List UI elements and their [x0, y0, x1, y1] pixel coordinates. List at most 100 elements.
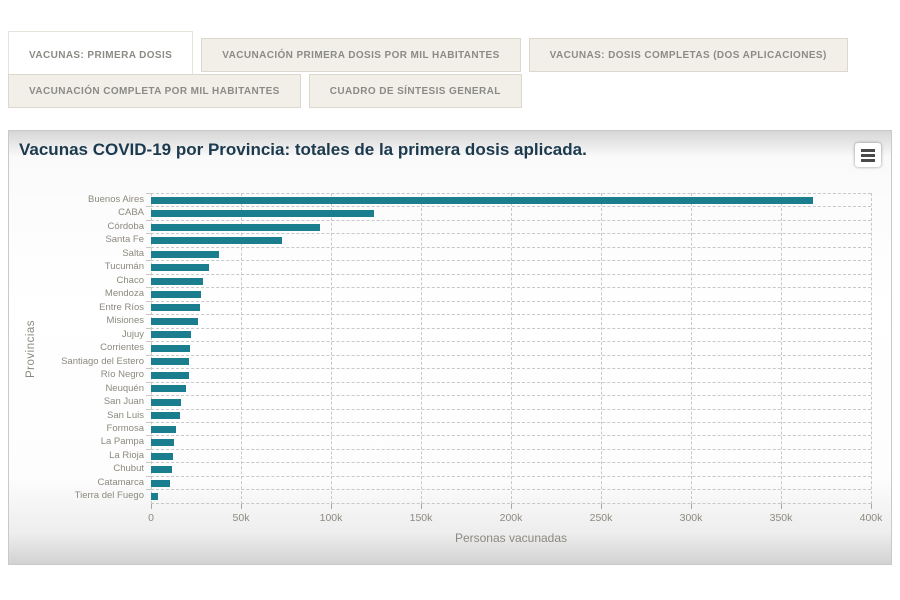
y-axis-label: Tucumán [104, 261, 144, 273]
bar[interactable] [151, 264, 209, 272]
bar[interactable] [151, 479, 170, 487]
x-axis-tick [241, 504, 242, 509]
bar[interactable] [151, 493, 159, 501]
bar[interactable] [151, 210, 375, 218]
x-axis-tick-label: 0 [148, 512, 154, 524]
y-axis-tick [146, 287, 151, 289]
x-axis-tick [331, 504, 332, 509]
bar-row [146, 260, 871, 273]
y-axis-label: Buenos Aires [88, 194, 144, 205]
bar-row [146, 219, 871, 233]
y-axis-label: San Juan [103, 396, 144, 408]
bar-row [146, 408, 871, 422]
bar-row [146, 233, 871, 246]
y-axis-tick [146, 395, 151, 397]
y-axis-tick [146, 475, 151, 477]
y-axis-tick [146, 381, 151, 383]
y-axis-tick [146, 408, 151, 410]
y-axis-label: Chaco [116, 274, 144, 286]
y-axis-label: La Rioja [109, 449, 144, 461]
tab-cuadro-sintesis-general[interactable]: CUADRO DE SÍNTESIS GENERAL [308, 74, 522, 108]
x-gridline [781, 193, 782, 504]
x-axis-tick [601, 504, 602, 509]
y-axis-label: Formosa [106, 422, 144, 434]
bar[interactable] [151, 358, 190, 366]
bar[interactable] [151, 291, 201, 299]
bar[interactable] [151, 412, 180, 420]
x-axis-tick-label: 50k [232, 512, 250, 524]
bar[interactable] [151, 398, 181, 406]
bar-row [146, 448, 871, 462]
bar[interactable] [151, 196, 814, 204]
bar-row [146, 193, 871, 206]
bar-row [146, 300, 871, 314]
bar-row [146, 287, 871, 300]
x-axis-tick-label: 250k [589, 512, 613, 524]
tab-vacunas-primera-dosis[interactable]: VACUNAS: PRIMERA DOSIS [8, 31, 194, 76]
y-axis-label: Salta [122, 247, 144, 259]
y-axis-label: Jujuy [121, 328, 144, 340]
bar-row [146, 368, 871, 381]
y-axis-label: Chubut [113, 463, 144, 475]
bar-row [146, 314, 871, 327]
bar[interactable] [151, 250, 219, 258]
bar[interactable] [151, 304, 200, 312]
bar-row [146, 341, 871, 354]
y-axis-label: Tierra del Fuego [74, 490, 144, 502]
y-axis-label: Córdoba [107, 220, 144, 232]
hamburger-menu-icon [861, 148, 875, 152]
bar[interactable] [151, 317, 198, 325]
bar[interactable] [151, 277, 204, 285]
bar[interactable] [151, 344, 190, 352]
hamburger-menu-icon [861, 153, 875, 157]
chart-container: Vacunas COVID-19 por Provincia: totales … [8, 130, 892, 565]
hamburger-menu-icon [861, 158, 875, 162]
y-axis-tick [146, 193, 151, 194]
bar-row [146, 381, 871, 395]
bar-row [146, 435, 871, 448]
bar[interactable] [151, 237, 283, 245]
x-gridline [241, 193, 242, 504]
y-axis-tick [146, 314, 151, 316]
bar[interactable] [151, 371, 189, 379]
x-axis-tick [781, 504, 782, 509]
x-axis-title: Personas vacunadas [454, 531, 568, 545]
y-axis-label: Neuquén [105, 382, 144, 394]
bar[interactable] [151, 452, 173, 460]
bar[interactable] [151, 331, 191, 339]
y-axis-tick [146, 462, 151, 464]
y-axis-tick [146, 327, 151, 329]
x-axis-tick-label: 200k [499, 512, 523, 524]
y-axis-tick [146, 260, 151, 262]
x-gridline [421, 193, 422, 504]
y-axis-label: La Pampa [100, 436, 144, 448]
bar[interactable] [151, 439, 174, 447]
y-axis-tick [146, 219, 151, 221]
y-axis-tick [146, 273, 151, 275]
x-axis-tick-label: 150k [409, 512, 433, 524]
tab-vacunas-dosis-completas[interactable]: VACUNAS: DOSIS COMPLETAS (DOS APLICACION… [528, 38, 848, 72]
bar[interactable] [151, 466, 173, 474]
y-axis-label: Corrientes [100, 342, 144, 354]
bar-row [146, 421, 871, 435]
y-axis-labels: Buenos Aires CABA Córdoba Santa Fe Salta Tucu… [9, 193, 144, 503]
y-axis-label: Santiago del Estero [61, 355, 144, 367]
tab-vacunacion-primera-dosis-por-mil[interactable]: VACUNACIÓN PRIMERA DOSIS POR MIL HABITAN… [201, 38, 521, 72]
bar[interactable] [151, 425, 177, 433]
y-axis-label: San Luis [107, 409, 144, 421]
tab-bar-row-2: VACUNACIÓN COMPLETA POR MIL HABITANTES C… [8, 74, 522, 108]
x-axis-tick [871, 504, 872, 509]
x-axis-tick-label: 400k [859, 512, 883, 524]
y-axis-tick [146, 300, 151, 302]
tab-vacunacion-completa-por-mil[interactable]: VACUNACIÓN COMPLETA POR MIL HABITANTES [8, 74, 301, 108]
bar[interactable] [151, 385, 187, 393]
x-axis-tick-label: 350k [769, 512, 793, 524]
y-axis-tick [146, 354, 151, 356]
x-gridline [601, 193, 602, 504]
plot-area: 0 50k 100k 150k 200k 250k 300k 350k 400k [146, 193, 882, 524]
x-axis-tick [421, 504, 422, 509]
bar[interactable] [151, 223, 321, 231]
bar-row [146, 489, 871, 502]
x-axis-tick [511, 504, 512, 509]
chart-export-menu-button[interactable] [855, 143, 881, 167]
